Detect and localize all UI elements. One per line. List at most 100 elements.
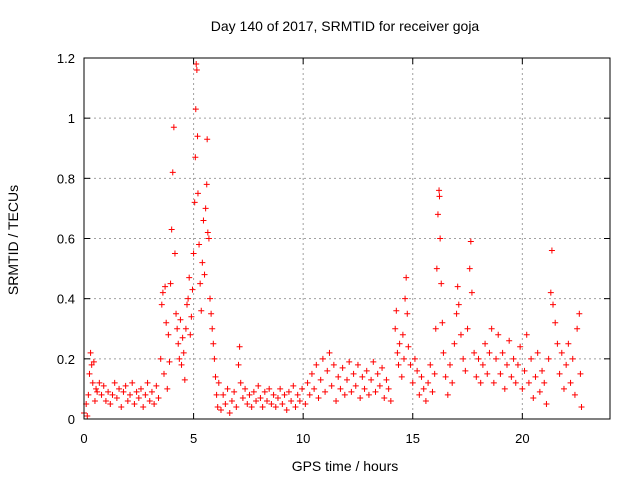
- y-tick-label: 0.8: [57, 171, 75, 186]
- plot-frame: [83, 57, 611, 420]
- data-point: [120, 388, 127, 395]
- data-point: [460, 355, 467, 362]
- data-point: [414, 367, 421, 374]
- data-point: [416, 391, 423, 398]
- data-point: [146, 397, 153, 404]
- data-point: [497, 370, 504, 377]
- data-point: [576, 310, 583, 317]
- data-point: [495, 331, 502, 338]
- data-point: [409, 379, 416, 386]
- data-point: [365, 391, 372, 398]
- data-point: [176, 355, 183, 362]
- data-point: [177, 316, 184, 323]
- data-point: [475, 355, 482, 362]
- data-point: [385, 385, 392, 392]
- data-point: [162, 283, 169, 290]
- data-point: [395, 361, 402, 368]
- data-point: [376, 382, 383, 389]
- data-point: [404, 310, 411, 317]
- data-point: [90, 358, 97, 365]
- data-point: [250, 388, 257, 395]
- data-point: [519, 385, 526, 392]
- data-point: [274, 394, 281, 401]
- data-point: [543, 400, 550, 407]
- data-point: [192, 154, 199, 161]
- data-point: [198, 307, 205, 314]
- data-point: [302, 400, 309, 407]
- data-point: [233, 403, 240, 410]
- data-point: [253, 397, 260, 404]
- data-point: [574, 325, 581, 332]
- data-point: [209, 325, 216, 332]
- data-point: [565, 340, 572, 347]
- data-point: [105, 388, 112, 395]
- data-point: [133, 388, 140, 395]
- data-point: [185, 295, 192, 302]
- x-axis-label: GPS time / hours: [292, 458, 399, 474]
- data-point: [536, 388, 543, 395]
- data-point: [283, 406, 290, 413]
- data-point: [541, 379, 548, 386]
- data-point: [317, 376, 324, 383]
- data-point: [433, 265, 440, 272]
- data-point: [266, 385, 273, 392]
- data-point: [228, 397, 235, 404]
- y-tick-label: 1: [68, 111, 75, 126]
- data-point: [220, 391, 227, 398]
- data-point: [239, 394, 246, 401]
- data-point: [155, 394, 162, 401]
- data-point: [333, 397, 340, 404]
- data-point: [508, 373, 515, 380]
- data-point: [129, 379, 136, 386]
- data-point: [477, 379, 484, 386]
- data-point: [255, 382, 262, 389]
- data-point: [393, 307, 400, 314]
- data-point: [525, 379, 532, 386]
- data-point: [171, 250, 178, 257]
- data-point: [447, 361, 454, 368]
- data-point: [304, 379, 311, 386]
- data-point: [558, 349, 565, 356]
- data-point: [159, 289, 166, 296]
- data-point: [89, 379, 96, 386]
- data-point: [455, 301, 462, 308]
- data-point: [422, 397, 429, 404]
- x-tick-label: 0: [80, 431, 87, 446]
- data-point: [399, 331, 406, 338]
- data-point: [96, 379, 103, 386]
- data-point: [222, 400, 229, 407]
- data-point: [439, 319, 446, 326]
- data-point: [288, 397, 295, 404]
- data-point: [403, 274, 410, 281]
- data-point: [530, 394, 537, 401]
- data-point: [449, 379, 456, 386]
- data-point: [272, 403, 279, 410]
- data-point: [506, 337, 513, 344]
- data-point: [547, 289, 554, 296]
- data-point: [217, 406, 224, 413]
- data-point: [86, 370, 93, 377]
- x-tick-label: 10: [296, 431, 310, 446]
- data-point: [98, 391, 105, 398]
- data-point: [91, 397, 98, 404]
- data-point: [235, 361, 242, 368]
- data-point: [199, 259, 206, 266]
- data-point: [394, 349, 401, 356]
- data-point: [363, 367, 370, 374]
- data-point: [158, 301, 165, 308]
- data-point: [319, 355, 326, 362]
- data-point: [396, 340, 403, 347]
- data-point: [142, 391, 149, 398]
- data-point: [436, 193, 443, 200]
- data-point: [324, 367, 331, 374]
- data-point: [204, 229, 211, 236]
- data-point: [567, 379, 574, 386]
- data-point: [204, 136, 211, 143]
- data-point: [379, 364, 386, 371]
- data-point: [193, 67, 200, 74]
- data-point: [372, 388, 379, 395]
- data-point: [330, 361, 337, 368]
- data-point: [374, 370, 381, 377]
- data-point: [563, 361, 570, 368]
- data-point: [299, 385, 306, 392]
